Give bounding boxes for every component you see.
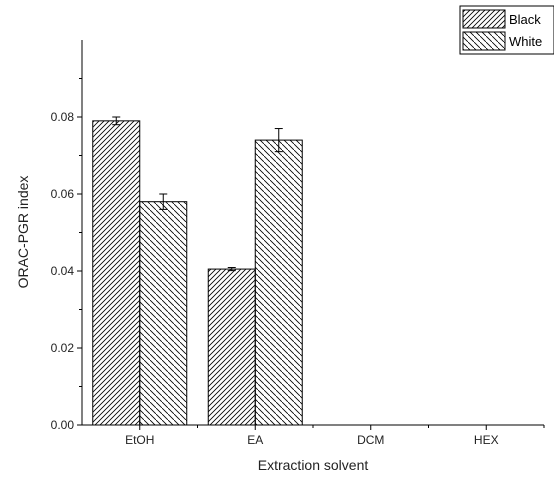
x-tick-label: DCM: [357, 433, 384, 447]
legend-label-black: Black: [509, 12, 541, 27]
y-tick-label: 0.08: [51, 110, 75, 124]
x-axis-title: Extraction solvent: [258, 457, 369, 473]
bar: [139, 201, 188, 426]
legend-label-white: White: [509, 34, 542, 49]
error-bars-layer: [112, 116, 283, 272]
y-tick-label: 0.06: [51, 187, 75, 201]
y-ticks: 0.00 0.02 0.04 0.06 0.08: [51, 78, 82, 432]
bar: [254, 139, 303, 426]
x-tick-label: HEX: [474, 433, 499, 447]
bars-layer: [92, 120, 303, 426]
x-tick-label: EtOH: [125, 433, 154, 447]
legend-swatch-black: [462, 9, 506, 29]
bar: [207, 268, 256, 426]
y-tick-label: 0.00: [51, 418, 75, 432]
y-tick-label: 0.02: [51, 341, 75, 355]
y-tick-label: 0.04: [51, 264, 75, 278]
legend: Black White: [459, 5, 554, 55]
bar: [92, 120, 141, 426]
y-axis-title: ORAC-PGR index: [15, 176, 31, 289]
x-ticks: EtOH EA DCM HEX: [125, 425, 545, 447]
legend-swatch-white: [462, 31, 506, 51]
x-tick-label: EA: [247, 433, 263, 447]
